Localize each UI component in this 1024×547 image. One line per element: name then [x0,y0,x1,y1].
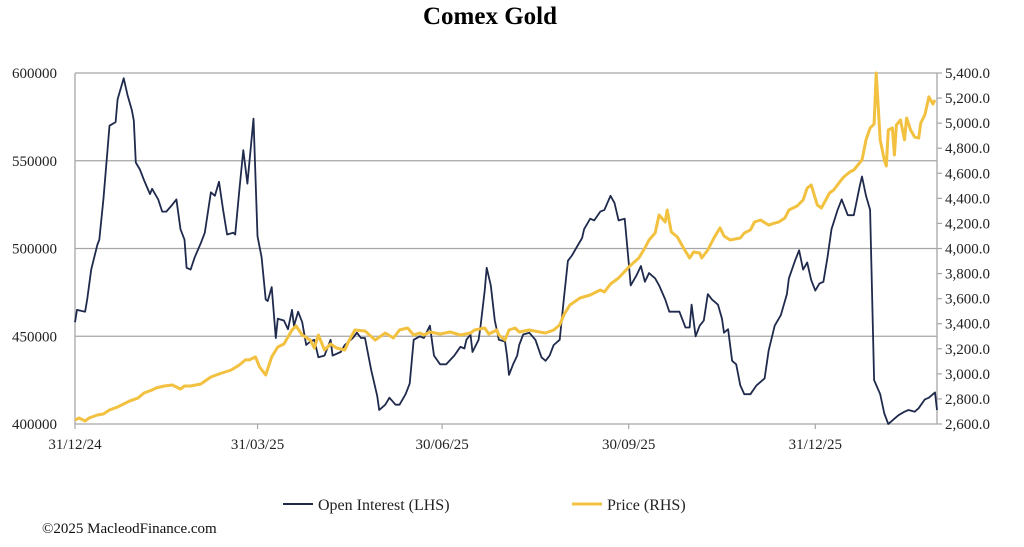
right-axis-tick-label: 3,000.0 [945,367,990,383]
legend-label-open-interest: Open Interest (LHS) [318,497,450,514]
right-axis-tick-label: 2,600.0 [945,417,990,433]
left-axis-tick-label: 550000 [12,154,57,170]
axes: 400000 450000 500000 550000 600000 2,600.0 2,8… [12,66,990,453]
x-axis-tick-label: 31/12/25 [789,437,842,453]
right-axis-tick-label: 5,400.0 [945,66,990,82]
right-axis-tick-label: 3,800.0 [945,267,990,283]
right-axis-tick-label: 3,200.0 [945,342,990,358]
right-axis-tick-label: 4,600.0 [945,166,990,182]
right-axis-tick-label: 4,200.0 [945,216,990,232]
left-axis-tick-label: 600000 [12,66,57,82]
price-line [74,71,937,423]
x-axis-tick-label: 31/03/25 [231,437,284,453]
legend: Open Interest (LHS) Price (RHS) [283,497,686,514]
right-axis-tick-label: 5,000.0 [945,116,990,132]
left-axis-tick-label: 500000 [12,242,57,258]
right-axis-tick-label: 4,400.0 [945,191,990,207]
left-axis-tick-label: 450000 [12,329,57,345]
right-axis-tick-label: 4,800.0 [945,141,990,157]
right-axis-tick-label: 3,400.0 [945,317,990,333]
x-axis-tick-label: 31/12/24 [48,437,102,453]
right-axis-tick-label: 2,800.0 [945,392,990,408]
series-lines [74,71,938,425]
x-axis-tick-label: 30/09/25 [602,437,655,453]
open-interest-line [74,77,938,425]
right-axis-tick-label: 4,000.0 [945,242,990,258]
x-axis-tick-label: 30/06/25 [415,437,468,453]
gridlines [75,72,937,337]
chart-title: Comex Gold [423,3,557,30]
left-axis-tick-label: 400000 [12,417,57,433]
right-axis-tick-label: 3,600.0 [945,292,990,308]
right-axis-tick-label: 5,200.0 [945,91,990,107]
legend-label-price: Price (RHS) [607,497,686,514]
copyright-text: ©2025 MacleodFinance.com [42,521,217,537]
